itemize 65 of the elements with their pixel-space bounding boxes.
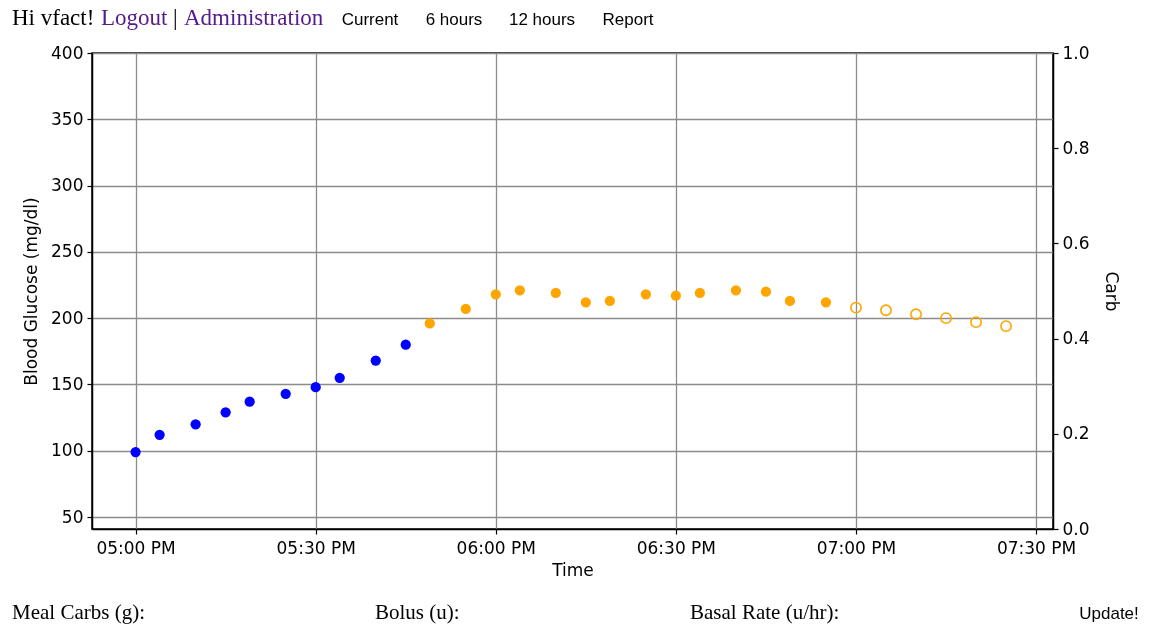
point bbox=[940, 312, 952, 325]
point bbox=[910, 308, 922, 321]
point bbox=[154, 429, 165, 440]
y2-tick-label: 0.8 bbox=[1062, 137, 1090, 158]
point bbox=[310, 382, 321, 393]
text: | bbox=[173, 5, 178, 30]
y2-tick-label: 1.0 bbox=[1062, 42, 1090, 63]
point bbox=[130, 446, 141, 458]
point bbox=[880, 304, 892, 317]
x-axis-title: Time bbox=[551, 559, 594, 580]
text: Current bbox=[341, 10, 399, 29]
y-tick-label: 50 bbox=[61, 506, 84, 527]
point bbox=[784, 295, 796, 307]
y-tick-label: 400 bbox=[51, 42, 84, 63]
point bbox=[190, 419, 201, 430]
point bbox=[850, 301, 862, 314]
y-tick-label: 300 bbox=[51, 175, 84, 196]
point bbox=[514, 285, 525, 296]
x-tick-label: 06:00 PM bbox=[456, 537, 536, 558]
y2-tick-label: 0.4 bbox=[1062, 328, 1090, 349]
point bbox=[1000, 320, 1012, 333]
point bbox=[820, 297, 832, 308]
y-tick-label: 350 bbox=[51, 108, 84, 129]
y2-tick-label: 0.0 bbox=[1062, 518, 1090, 539]
point bbox=[970, 316, 982, 329]
point bbox=[550, 287, 561, 299]
point bbox=[460, 303, 471, 315]
y2-axis-title: Carb bbox=[1101, 271, 1122, 312]
y-tick-label: 200 bbox=[51, 307, 84, 328]
point bbox=[730, 285, 742, 296]
point bbox=[604, 295, 615, 307]
x-tick-label: 05:30 PM bbox=[276, 537, 356, 558]
x-tick-label: 06:30 PM bbox=[636, 537, 717, 558]
point bbox=[694, 287, 706, 299]
text: Administration bbox=[184, 5, 324, 30]
text: 6 hours bbox=[425, 10, 483, 29]
point bbox=[670, 290, 681, 301]
point bbox=[280, 388, 291, 399]
text: Hi vfact! bbox=[12, 5, 95, 30]
text: Bolus (u): bbox=[375, 600, 460, 624]
y-axis-title: Blood Glucose (mg/dl) bbox=[21, 197, 42, 386]
point bbox=[334, 372, 345, 383]
text: Basal Rate (u/hr): bbox=[690, 600, 840, 624]
point bbox=[220, 407, 231, 418]
point bbox=[244, 396, 255, 407]
y-tick-label: 250 bbox=[51, 241, 84, 262]
y-tick-label: 150 bbox=[51, 373, 84, 394]
point bbox=[370, 355, 381, 366]
text: Logout bbox=[101, 5, 169, 30]
x-tick-label: 07:00 PM bbox=[816, 537, 897, 558]
text: 12 hours bbox=[508, 10, 576, 29]
y2-tick-label: 0.6 bbox=[1062, 232, 1090, 253]
point bbox=[424, 318, 435, 329]
text: Meal Carbs (g): bbox=[12, 600, 145, 624]
point bbox=[640, 289, 651, 300]
point bbox=[400, 339, 411, 350]
y-tick-label: 100 bbox=[51, 440, 84, 461]
point bbox=[490, 289, 501, 300]
text: Update! bbox=[1079, 604, 1139, 623]
y2-tick-label: 0.2 bbox=[1062, 423, 1090, 444]
x-tick-label: 05:00 PM bbox=[96, 537, 176, 558]
text: Report bbox=[602, 10, 654, 29]
point bbox=[580, 297, 591, 308]
point bbox=[760, 286, 772, 297]
x-tick-label: 07:30 PM bbox=[996, 537, 1077, 558]
